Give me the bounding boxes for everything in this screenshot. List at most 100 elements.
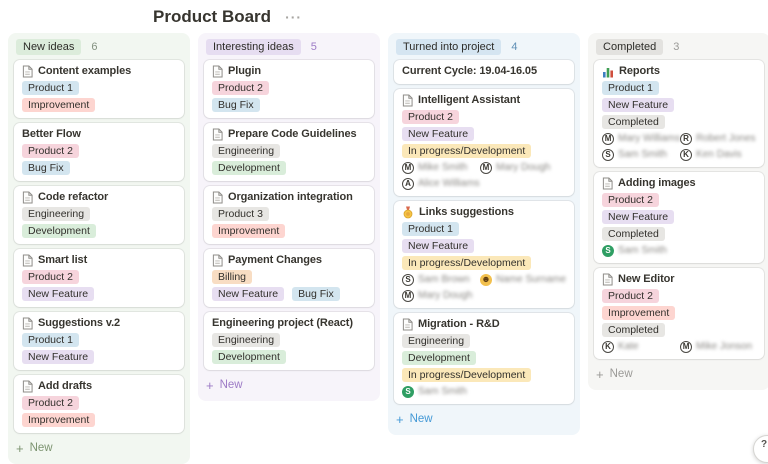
card[interactable]: Migration - R&D Engineering Development In … <box>394 313 575 404</box>
card-header: Plugin <box>212 65 366 78</box>
card[interactable]: Organization integration Product 3 Improve… <box>204 186 374 244</box>
add-card-button[interactable]: + New <box>14 438 184 458</box>
card-title: Smart list <box>38 254 88 266</box>
property-row: M Mary Dough <box>402 289 566 302</box>
card[interactable]: Code refactor Engineering Development <box>14 186 184 244</box>
card[interactable]: Current Cycle: 19.04-16.05 <box>394 60 575 84</box>
doc-icon <box>402 94 413 107</box>
property-row: A Alice Williams <box>402 177 566 190</box>
add-card-label: New <box>29 442 53 454</box>
column-count: 5 <box>310 41 317 53</box>
property-row: Product 2 <box>22 396 176 410</box>
tag: New Feature <box>22 350 95 364</box>
card-list: Plugin Product 2 Bug Fix Prepare Code Guide… <box>204 60 374 370</box>
card-list: Reports Product 1 New Feature Completed M Mar… <box>594 60 765 359</box>
tag: Improvement <box>602 306 676 320</box>
property-row: New Feature <box>402 127 566 141</box>
card[interactable]: Links suggestions Product 1 New Feature In … <box>394 201 575 308</box>
card[interactable]: Payment Changes Billing New Feature Bug Fix <box>204 249 374 307</box>
card-header: Reports <box>602 65 756 78</box>
column-completed: Completed 3 Reports Product 1 New Feature Com… <box>588 33 768 390</box>
property-row: M Mary Williams R Robert Jones <box>602 132 756 145</box>
tag: New Feature <box>402 239 475 253</box>
person-name: Mary Dough <box>496 162 551 173</box>
property-row: Product 2 <box>602 289 756 303</box>
card[interactable]: Content examples Product 1 Improvement <box>14 60 184 118</box>
column-title-pill[interactable]: Completed <box>596 39 664 55</box>
person: M Mary Dough <box>402 289 472 302</box>
card[interactable]: Engineering project (React) Engineering De… <box>204 312 374 370</box>
card-list: Current Cycle: 19.04-16.05 Intelligent As… <box>394 60 575 404</box>
tag: Completed <box>602 323 665 337</box>
property-row: Billing <box>212 270 366 284</box>
card[interactable]: Reports Product 1 New Feature Completed M Mar… <box>594 60 765 167</box>
tag: Bug Fix <box>212 98 260 112</box>
tag: In progress/Development <box>402 144 532 158</box>
property-row: In progress/Development <box>402 368 566 382</box>
property-row: Engineering <box>402 334 566 348</box>
person-name: Sam Smith <box>618 149 667 160</box>
column-count: 3 <box>673 41 680 53</box>
card[interactable]: Intelligent Assistant Product 2 New Featur… <box>394 89 575 196</box>
card[interactable]: Better Flow Product 2 Bug Fix <box>14 123 184 181</box>
column-title-pill[interactable]: Interesting ideas <box>206 39 301 55</box>
avatar: K <box>680 148 693 161</box>
card[interactable]: Smart list Product 2 New Feature <box>14 249 184 307</box>
card-title: Current Cycle: 19.04-16.05 <box>402 65 537 77</box>
medal-icon <box>402 206 414 219</box>
doc-icon <box>602 177 613 190</box>
card[interactable]: New Editor Product 2 Improvement Completed K… <box>594 268 765 359</box>
add-card-button[interactable]: + New <box>594 364 764 384</box>
person: A Alice Williams <box>402 177 480 190</box>
card[interactable]: Prepare Code Guidelines Engineering Develo… <box>204 123 374 181</box>
property-row: New Feature <box>402 239 566 253</box>
tag: Product 1 <box>22 81 79 95</box>
property-row: S Sam Smith <box>402 385 566 398</box>
property-row: S Sam Smith <box>602 244 756 257</box>
card[interactable]: Add drafts Product 2 Improvement <box>14 375 184 433</box>
add-card-button[interactable]: + New <box>204 375 374 395</box>
property-row: M Mike Smith M Mary Dough <box>402 161 566 174</box>
tag: New Feature <box>212 287 285 301</box>
tag: New Feature <box>22 287 95 301</box>
board-menu-button[interactable]: ··· <box>285 9 303 25</box>
doc-icon <box>22 380 33 393</box>
person: M Mike Smith <box>402 161 472 174</box>
doc-icon <box>22 254 33 267</box>
column-title-pill[interactable]: Turned into project <box>396 39 502 55</box>
tag: Product 2 <box>22 270 79 284</box>
avatar: S <box>402 385 414 398</box>
tag: New Feature <box>602 98 675 112</box>
doc-icon <box>212 191 223 204</box>
card-title: Add drafts <box>38 380 93 392</box>
card-title: Adding images <box>618 177 696 189</box>
card-header: New Editor <box>602 273 756 286</box>
person: K Ken Davis <box>680 148 742 161</box>
property-row: Product 1 <box>402 222 566 236</box>
card[interactable]: Suggestions v.2 Product 1 New Feature <box>14 312 184 370</box>
avatar: R <box>680 132 693 145</box>
property-row: Engineering <box>212 333 366 347</box>
plus-icon: + <box>396 411 404 427</box>
card-title: Plugin <box>228 65 262 77</box>
doc-icon <box>22 317 33 330</box>
card[interactable]: Plugin Product 2 Bug Fix <box>204 60 374 118</box>
column-turned-into-project: Turned into project 4 Current Cycle: 19.04… <box>388 33 581 435</box>
card-title: Code refactor <box>38 191 109 203</box>
tag: Billing <box>212 270 253 284</box>
tag: Engineering <box>212 144 281 158</box>
column-header: Interesting ideas 5 <box>206 39 372 55</box>
card-header: Suggestions v.2 <box>22 317 176 330</box>
person-name: Mike Smith <box>418 162 468 173</box>
card-header: Links suggestions <box>402 206 566 219</box>
card-header: Prepare Code Guidelines <box>212 128 366 141</box>
person: S Sam Smith <box>402 385 467 398</box>
column-title-pill[interactable]: New ideas <box>16 39 82 55</box>
person: M Mike Jonson <box>680 340 752 353</box>
property-row: Product 1 <box>22 81 176 95</box>
card-title: Suggestions v.2 <box>38 317 121 329</box>
tag: In progress/Development <box>402 368 532 382</box>
add-card-button[interactable]: + New <box>394 409 574 429</box>
card[interactable]: Adding images Product 2 New Feature Complet… <box>594 172 765 263</box>
plus-icon: + <box>596 366 604 382</box>
